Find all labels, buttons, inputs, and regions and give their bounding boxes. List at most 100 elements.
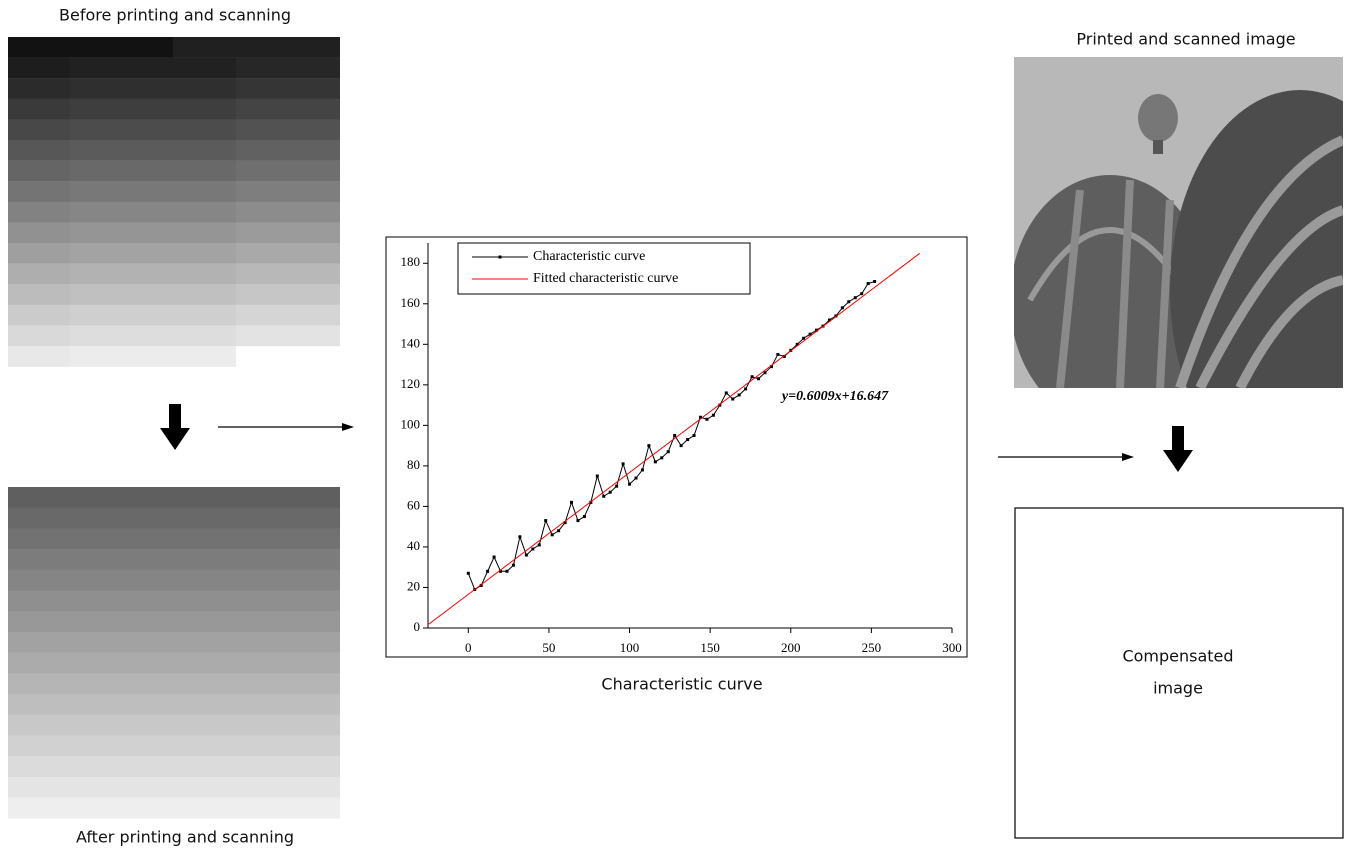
data-point [505,569,509,573]
wedge-step [8,735,340,757]
data-point [834,314,838,318]
wedge-step [8,507,340,529]
data-point [582,515,586,519]
data-point [479,583,483,587]
gray-wedge-scanned [8,487,340,819]
data-point [640,468,644,472]
compensated-box [1014,507,1344,839]
legend-box [457,242,751,295]
wedge-step [8,304,70,326]
data-point [595,474,599,478]
wedge-step [8,160,70,182]
data-point [731,397,735,401]
data-point [666,450,670,454]
wedge-step [70,181,236,202]
wedge-step [8,776,340,798]
wedge-step [8,263,70,285]
wedge-step [70,243,236,264]
x-tick-label: 200 [781,640,801,655]
y-tick-label: 80 [407,457,420,472]
data-point [550,533,554,537]
x-tick-label: 0 [465,640,472,655]
data-point [537,543,541,547]
data-point [737,393,741,397]
data-point [628,482,632,486]
y-tick-label: 100 [401,416,421,431]
wedge-step [8,673,340,695]
data-point [660,456,664,460]
data-point [724,391,728,395]
data-point [686,438,690,442]
wedge-step [8,243,70,264]
chart-frame [385,236,968,658]
wedge-step [8,631,340,653]
legend-label: Fitted characteristic curve [533,271,678,286]
wedge-step [8,78,70,99]
compensated-label: image [1153,679,1203,698]
wedge-step [8,528,340,550]
wedge-step [8,37,173,58]
data-point [679,444,683,448]
wedge-step [70,325,236,347]
x-tick-label: 300 [942,640,962,655]
wedge-step [236,78,340,99]
wedge-step [8,590,340,612]
data-point [763,371,767,375]
series-line [467,281,875,591]
wedge-step [236,284,340,305]
y-tick-label: 180 [401,254,421,269]
data-point [563,521,567,525]
wedge-step [70,140,236,161]
y-tick-label: 0 [414,619,421,634]
data-point [511,563,515,567]
wedge-step [236,119,340,141]
data-point [744,387,748,391]
wedge-step [8,98,70,120]
wedge-step [236,160,340,182]
x-tick-label: 150 [700,640,720,655]
wedge-step [173,37,340,58]
wedge-step [8,284,70,305]
arrow-right [998,453,1134,461]
data-point [544,519,548,523]
data-point [847,300,851,304]
wedge-step [8,569,340,591]
data-point [769,365,773,369]
data-point [602,494,606,498]
data-point [557,529,561,533]
x-tick-label: 100 [620,640,640,655]
wedge-step [8,222,70,244]
data-point [750,375,754,379]
data-point [615,484,619,488]
wedge-step [236,263,340,285]
down-arrow [1163,426,1193,472]
wedge-step [8,119,70,141]
equation-annotation: y=0.6009x+16.647 [780,389,889,404]
wedge-step [70,201,236,223]
legend-marker [498,255,502,259]
data-point [840,306,844,310]
wedge-step [8,346,70,367]
gray-wedge-original [8,37,340,367]
wedge-step [236,243,340,264]
data-point [653,460,657,464]
data-point [866,282,870,286]
wedge-step [70,119,236,141]
data-point [860,292,864,296]
photo [1014,57,1343,388]
data-point [802,336,806,340]
y-tick-label: 60 [407,497,420,512]
wedge-step [70,346,236,367]
wedge-step [8,57,70,79]
data-point [692,434,696,437]
wedge-step [8,611,340,633]
data-point [466,571,470,575]
legend-label: Characteristic curve [533,249,645,264]
wedge-step [8,201,70,223]
y-tick-label: 140 [401,335,421,350]
data-point [634,476,638,480]
data-point [873,280,877,283]
chart: 0 20 40 60 80 100 120 140 160 180 0 50 100 150 200 250 3… [385,236,968,658]
after-label: After printing and scanning [76,828,294,847]
